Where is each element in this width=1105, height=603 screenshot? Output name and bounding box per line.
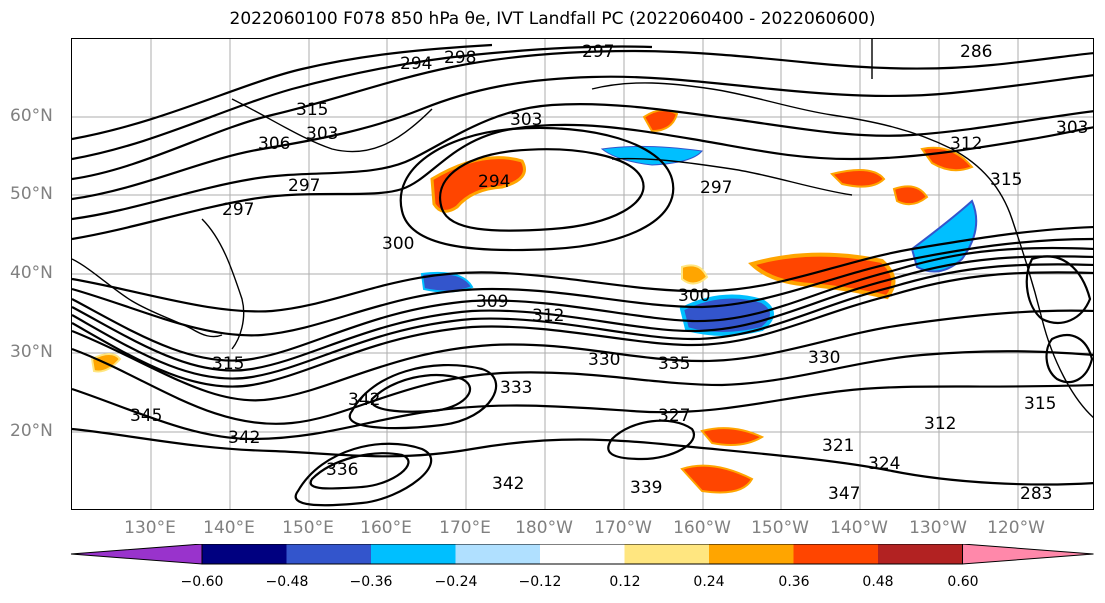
lat-label-50n: 50°N bbox=[10, 184, 53, 204]
map-svg: 294 298 297 315 306 303 297 303 294 297 … bbox=[72, 39, 1093, 509]
contour-label: 330 bbox=[588, 350, 620, 370]
colorbar-segment bbox=[540, 544, 625, 564]
contour-label: 330 bbox=[808, 348, 840, 368]
contour-label: 312 bbox=[950, 134, 982, 154]
map-panel: 294 298 297 315 306 303 297 303 294 297 … bbox=[71, 38, 1094, 510]
theta-e-contours bbox=[72, 43, 1093, 507]
contour-label: 297 bbox=[288, 176, 320, 196]
shade-bc-pos bbox=[892, 185, 929, 206]
colorbar-tick: 0.60 bbox=[947, 574, 979, 590]
contour-label: 303 bbox=[306, 124, 338, 144]
shade-kam-neg bbox=[420, 271, 474, 293]
shade-nw-pos bbox=[830, 169, 886, 188]
colorbar-segment bbox=[455, 544, 541, 564]
colorbar-segment bbox=[878, 544, 963, 564]
lon-label: 160°W bbox=[673, 518, 731, 538]
lon-label: 160°E bbox=[360, 518, 412, 538]
contour-label: 342 bbox=[228, 428, 260, 448]
lon-label: 140°W bbox=[830, 518, 888, 538]
contour-label: 315 bbox=[296, 100, 328, 120]
shade-south-pos2 bbox=[700, 427, 765, 446]
contour-label: 333 bbox=[500, 378, 532, 398]
colorbar-segment bbox=[71, 544, 202, 564]
lon-label: 130°E bbox=[124, 518, 176, 538]
contour-label: 303 bbox=[1056, 118, 1088, 138]
colorbar-segment bbox=[286, 544, 372, 564]
colorbar bbox=[70, 544, 1094, 565]
contour-label: 297 bbox=[700, 178, 732, 198]
colorbar-extend-high bbox=[962, 544, 1094, 565]
contour-label: 309 bbox=[476, 292, 508, 312]
lon-label: 150°W bbox=[751, 518, 809, 538]
colorbar-segment bbox=[624, 544, 710, 564]
contour-label: 324 bbox=[868, 454, 900, 474]
colorbar-tick: 0.48 bbox=[862, 574, 894, 590]
lat-label-30n: 30°N bbox=[10, 342, 53, 362]
colorbar-segment bbox=[793, 544, 879, 564]
contour-label: 297 bbox=[582, 42, 614, 62]
colorbar-extend-low bbox=[70, 544, 203, 565]
coastlines bbox=[72, 39, 1093, 419]
shade-south-pos1 bbox=[680, 464, 754, 494]
colorbar-tick: −0.12 bbox=[518, 574, 562, 590]
lon-label: 130°W bbox=[909, 518, 967, 538]
shade-sub-pos1 bbox=[681, 264, 709, 285]
lon-label: 150°E bbox=[282, 518, 334, 538]
chart-title: 2022060100 F078 850 hPa θe, IVT Landfall… bbox=[229, 9, 876, 29]
contour-label: 339 bbox=[630, 478, 662, 498]
contour-label: 342 bbox=[348, 390, 380, 410]
contour-label: 312 bbox=[532, 306, 564, 326]
lon-label: 170°W bbox=[594, 518, 652, 538]
contour-label: 294 bbox=[478, 172, 510, 192]
shade-bering-pos bbox=[642, 109, 679, 133]
colorbar-tick: −0.60 bbox=[180, 574, 224, 590]
contour-label: 336 bbox=[326, 460, 358, 480]
contour-label: 294 bbox=[400, 54, 432, 74]
colorbar-tick: −0.36 bbox=[349, 574, 393, 590]
colorbar-tick: 0.36 bbox=[778, 574, 810, 590]
lon-label: 140°E bbox=[203, 518, 255, 538]
contour-label: 300 bbox=[678, 286, 710, 306]
contour-label: 315 bbox=[212, 354, 244, 374]
contour-label: 306 bbox=[258, 134, 290, 154]
colorbar-segment bbox=[202, 544, 287, 564]
colorbar-segment bbox=[371, 544, 456, 564]
lat-label-60n: 60°N bbox=[10, 106, 53, 126]
lon-label: 180°W bbox=[515, 518, 573, 538]
colorbar-segments bbox=[71, 544, 1094, 565]
contour-label: 321 bbox=[822, 436, 854, 456]
lon-label: 120°W bbox=[987, 518, 1045, 538]
contour-label: 315 bbox=[990, 170, 1022, 190]
lat-label-40n: 40°N bbox=[10, 263, 53, 283]
contour-label: 286 bbox=[960, 42, 992, 62]
contour-label: 342 bbox=[492, 474, 524, 494]
contour-label: 303 bbox=[510, 110, 542, 130]
colorbar-segment bbox=[709, 544, 794, 564]
colorbar-tick: −0.48 bbox=[265, 574, 309, 590]
contour-label: 327 bbox=[658, 406, 690, 426]
contour-label: 300 bbox=[382, 234, 414, 254]
colorbar-tick: 0.12 bbox=[609, 574, 641, 590]
colorbar-tick: −0.24 bbox=[434, 574, 478, 590]
contour-label: 347 bbox=[828, 484, 860, 504]
colorbar-tick: 0.24 bbox=[693, 574, 725, 590]
lat-label-20n: 20°N bbox=[10, 421, 53, 441]
contour-label: 283 bbox=[1020, 484, 1052, 504]
contour-label: 345 bbox=[130, 406, 162, 426]
contour-labels: 294 298 297 315 306 303 297 303 294 297 … bbox=[130, 42, 1088, 504]
contour-label: 335 bbox=[658, 354, 690, 374]
contour-label: 298 bbox=[444, 48, 476, 68]
contour-label: 315 bbox=[1024, 394, 1056, 414]
contour-label: 297 bbox=[222, 200, 254, 220]
lon-label: 170°E bbox=[439, 518, 491, 538]
contour-label: 312 bbox=[924, 414, 956, 434]
shade-coast-neg bbox=[910, 199, 978, 273]
